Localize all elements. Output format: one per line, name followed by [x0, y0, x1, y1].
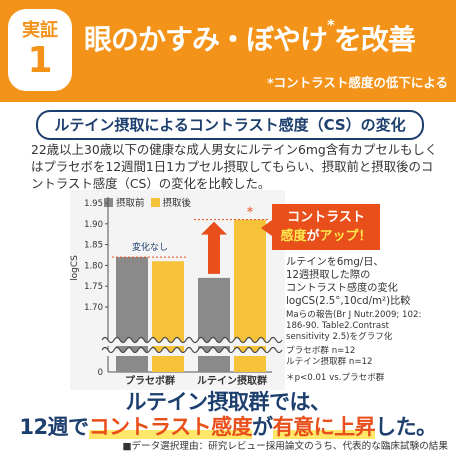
- note-line-4: logCS(2.5°,10cd/m²)比較: [286, 296, 411, 307]
- legend-item-after: 摂取後: [150, 195, 192, 209]
- conclusion-line-2: 12週でコントラスト感度が有意に上昇した。: [0, 411, 456, 441]
- headline-star: *: [327, 16, 335, 34]
- no-change-label: 変化なし: [132, 241, 168, 253]
- axis-break-fill: [102, 347, 282, 356]
- bar-lutein-after: [234, 219, 266, 372]
- group-lutein: ルテイン摂取群 n=12: [286, 357, 373, 367]
- significance-note: ＊p<0.01 vs.プラセボ群: [286, 373, 385, 383]
- badge-number: 1: [27, 40, 53, 81]
- axis-break-line: [101, 346, 283, 354]
- header-banner: 実証 1 眼のかすみ・ぼやけ*を改善 *コントラスト感度の低下による: [0, 0, 456, 102]
- callout-up: アップ！: [319, 229, 372, 244]
- note-line-3: コントラスト感度の変化: [286, 283, 398, 294]
- bar-lutein-before: [198, 277, 230, 372]
- headline-tail: を改善: [333, 23, 416, 56]
- conclusion-end: した。: [375, 415, 437, 439]
- conclusion-contrast: コントラスト感度: [88, 415, 253, 439]
- y-tick-label: 1.80: [84, 261, 103, 271]
- callout-line1: コントラスト: [287, 210, 365, 225]
- headline: 眼のかすみ・ぼやけ*を改善: [84, 16, 416, 58]
- headline-subtitle: *コントラスト感度の低下による: [267, 75, 448, 90]
- callout-sense: 感度: [280, 229, 307, 244]
- callout-ga: が: [306, 229, 320, 244]
- footnote: ■データ選択理由：研究レビュー採用論文のうち、代表的な臨床試験の結果: [122, 441, 448, 452]
- increase-arrow-head: [201, 221, 227, 235]
- legend-label-after: 摂取後: [162, 198, 192, 209]
- group-notes: プラセボ群 n=12 ルテイン摂取群 n=12: [286, 346, 372, 368]
- increase-arrow-shaft: [208, 233, 220, 274]
- significance-star: *: [247, 206, 254, 221]
- conclusion-line-1: ルテイン摂取群では、: [125, 390, 332, 414]
- reference-line-1: Maらの報告(Br J Nutr.2009; 102:: [286, 310, 422, 320]
- section-title: ルテイン摂取によるコントラスト感度（CS）の変化: [36, 110, 424, 140]
- x-category-label: プラセボ群: [125, 374, 175, 387]
- y-tick-label: 1.85: [84, 241, 103, 251]
- legend-swatch-after: [150, 197, 160, 207]
- badge-label: 実証: [22, 20, 58, 41]
- proof-badge: 実証 1: [8, 9, 72, 91]
- headline-main: 眼のかすみ・ぼやけ: [84, 23, 328, 56]
- conclusion-ga: が: [252, 415, 273, 439]
- y-tick-label: 1.90: [84, 220, 103, 230]
- conclusion-significant: 有意に上昇: [272, 415, 376, 439]
- y-tick-label-zero: 0: [98, 368, 103, 378]
- reference-notes: Maらの報告(Br J Nutr.2009; 102: 186-90. Tabl…: [286, 310, 421, 343]
- reference-line-3: sensitivity 2.5)をグラフ化: [286, 332, 393, 342]
- y-tick-label: 1.75: [84, 282, 103, 292]
- axis-break-line: [101, 336, 283, 344]
- callout-contrast-up: コントラスト 感度がアップ！: [261, 204, 380, 250]
- y-tick-label: 1.95: [84, 199, 103, 209]
- axis-break-fill: [102, 337, 282, 346]
- y-tick-label: 1.70: [84, 303, 103, 313]
- study-notes: ルテインを6mg/日、 12週摂取した際の コントラスト感度の変化 logCS(…: [286, 256, 410, 308]
- reference-line-2: 186-90. Table2.Contrast: [286, 321, 390, 331]
- group-placebo: プラセボ群 n=12: [286, 346, 356, 356]
- note-line-1: ルテインを6mg/日、: [286, 257, 384, 268]
- conclusion-weeks: 12週で: [19, 415, 89, 439]
- legend-label-before: 摂取前: [116, 198, 145, 209]
- note-line-2: 12週摂取した際の: [286, 270, 371, 281]
- study-description: 22歳以上30歳以下の健康な成人男女にルテイン6mg含有カプセルもしくはプラセボ…: [31, 142, 438, 191]
- x-category-label: ルテイン摂取群: [197, 374, 267, 387]
